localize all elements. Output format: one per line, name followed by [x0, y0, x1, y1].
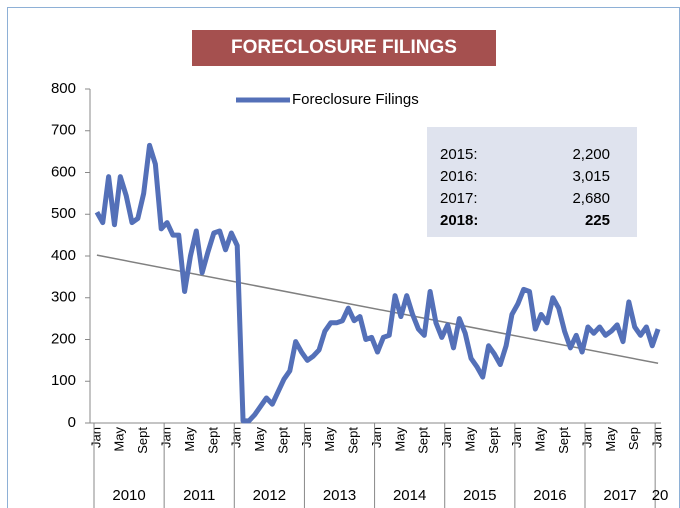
x-tick-label: Jan [159, 427, 174, 448]
year-label: 20 [652, 487, 669, 504]
y-tick-label: 600 [51, 163, 76, 180]
title-background [192, 30, 496, 66]
data-line [94, 142, 661, 424]
x-tick-label: May [252, 427, 267, 452]
chart-title: FORECLOSURE FILINGS [231, 37, 457, 58]
y-tick-label: 0 [68, 414, 76, 431]
x-tick-label: May [533, 427, 548, 452]
x-tick-label: May [322, 427, 337, 452]
x-tick-label: Sept [205, 427, 220, 454]
x-tick-label: Jan [650, 427, 665, 448]
summary-value: 3,015 [572, 168, 610, 185]
year-label: 2014 [393, 487, 426, 504]
year-label: 2013 [323, 487, 356, 504]
summary-value: 2,680 [572, 190, 610, 207]
y-tick-label: 400 [51, 247, 76, 264]
trendline [96, 254, 659, 365]
x-tick-label: Jan [369, 427, 384, 448]
y-tick-label: 300 [51, 289, 76, 306]
x-tick-label: May [182, 427, 197, 452]
x-tick-label: May [603, 427, 618, 452]
x-tick-label: May [392, 427, 407, 452]
summary-year: 2017: [440, 190, 478, 207]
x-tick-label: Sept [486, 427, 501, 454]
y-tick-label: 500 [51, 205, 76, 222]
year-label: 2012 [253, 487, 286, 504]
x-tick-label: Sept [556, 427, 571, 454]
x-tick-label: Jan [299, 427, 314, 448]
year-label: 2015 [463, 487, 496, 504]
summary-box [427, 127, 637, 237]
y-tick-label: 200 [51, 330, 76, 347]
x-tick-label: Jan [229, 427, 244, 448]
year-label: 2017 [603, 487, 636, 504]
x-tick-label: Sept [416, 427, 431, 454]
y-tick-label: 700 [51, 122, 76, 139]
x-tick-label: Jan [509, 427, 524, 448]
x-tick-label: Sept [275, 427, 290, 454]
y-tick-label: 100 [51, 372, 76, 389]
year-label: 2016 [533, 487, 566, 504]
year-label: 2010 [112, 487, 145, 504]
x-tick-label: May [112, 427, 127, 452]
x-tick-label: Sept [135, 427, 150, 454]
summary-year: 2016: [440, 168, 478, 185]
x-tick-label: May [462, 427, 477, 452]
y-tick-label: 800 [51, 80, 76, 97]
legend-label: Foreclosure Filings [292, 91, 419, 108]
x-tick-label: Jan [579, 427, 594, 448]
year-label: 2011 [183, 487, 215, 504]
summary-value: 225 [585, 212, 610, 229]
summary-year: 2015: [440, 146, 478, 163]
summary-value: 2,200 [572, 146, 610, 163]
x-tick-label: Jan [439, 427, 454, 448]
x-tick-label: Sept [346, 427, 361, 454]
x-tick-label: Jan [88, 427, 103, 448]
x-tick-label: Sep [626, 427, 641, 450]
summary-year: 2018: [440, 212, 478, 229]
